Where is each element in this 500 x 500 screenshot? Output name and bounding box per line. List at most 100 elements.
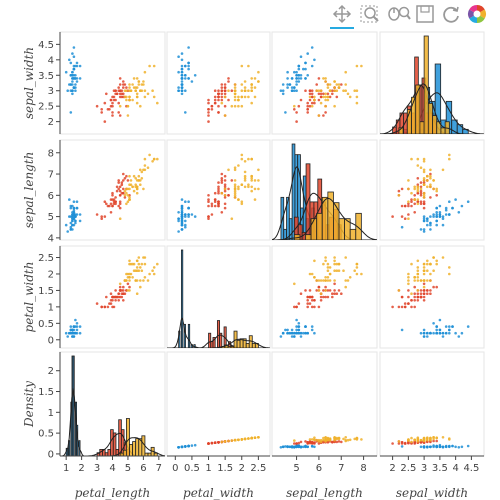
pan-tool-icon[interactable] [330, 3, 354, 29]
point-versicolor [322, 441, 325, 444]
x-tick-label: 2.5 [400, 463, 416, 474]
point-virginica [146, 279, 150, 282]
point-versicolor [319, 299, 323, 302]
point-versicolor [210, 104, 214, 108]
point-versicolor [319, 295, 323, 299]
point-versicolor [333, 292, 336, 296]
point-versicolor [317, 77, 321, 80]
point-setosa [422, 230, 426, 233]
x-tick-label: 5 [125, 463, 131, 474]
hist-bar-setosa [434, 63, 442, 134]
point-virginica [315, 438, 319, 442]
y-tick-label: 1 [48, 302, 54, 313]
point-versicolor [120, 191, 124, 195]
point-setosa [75, 206, 79, 210]
point-versicolor [100, 215, 103, 218]
reset-tool-icon[interactable] [440, 3, 462, 27]
point-versicolor [419, 185, 423, 189]
point-setosa [288, 83, 292, 86]
point-setosa [438, 331, 442, 335]
point-virginica [324, 259, 327, 263]
point-virginica [410, 292, 413, 296]
hist-bar-virginica [251, 342, 256, 348]
point-virginica [253, 77, 257, 80]
point-versicolor [122, 289, 125, 292]
x-tick-label: 1 [63, 463, 69, 474]
point-virginica [422, 196, 426, 199]
point-versicolor [207, 194, 210, 197]
point-setosa [448, 331, 451, 335]
point-setosa [444, 206, 448, 210]
point-virginica [328, 272, 332, 276]
point-versicolor [111, 198, 114, 201]
point-virginica [253, 436, 257, 440]
point-versicolor [220, 92, 224, 96]
point-setosa [429, 445, 432, 449]
point-virginica [344, 439, 348, 443]
point-virginica [128, 86, 131, 89]
point-virginica [317, 289, 321, 292]
point-setosa [310, 64, 314, 68]
point-virginica [156, 101, 159, 105]
point-versicolor [207, 215, 210, 218]
point-virginica [422, 160, 426, 163]
point-virginica [313, 98, 316, 102]
point-setosa [451, 206, 454, 210]
box-zoom-tool-icon[interactable] [358, 3, 382, 27]
point-setosa [64, 70, 68, 74]
point-virginica [353, 89, 357, 92]
point-versicolor [306, 104, 310, 108]
wheel-zoom-tool-icon[interactable] [386, 3, 412, 27]
point-virginica [429, 177, 432, 180]
plot-toolbar [0, 0, 500, 30]
point-setosa [438, 443, 442, 447]
point-setosa [187, 61, 190, 65]
point-versicolor [322, 114, 325, 117]
point-versicolor [207, 198, 210, 201]
x-tick-label: 0 [172, 463, 178, 474]
point-setosa [299, 446, 303, 449]
x-tick-label: 2 [389, 463, 395, 474]
point-virginica [152, 64, 156, 68]
point-virginica [152, 95, 156, 99]
point-versicolor [304, 89, 307, 92]
point-setosa [293, 446, 296, 449]
point-virginica [240, 438, 244, 441]
save-tool-icon[interactable] [414, 3, 436, 27]
point-setosa [286, 86, 289, 89]
point-setosa [75, 80, 79, 83]
point-versicolor [220, 95, 224, 99]
point-versicolor [213, 200, 217, 203]
point-versicolor [413, 305, 417, 309]
point-virginica [333, 104, 336, 108]
point-virginica [426, 174, 429, 178]
y-tick-label: 2 [48, 269, 54, 280]
point-virginica [250, 189, 253, 193]
point-versicolor [419, 292, 423, 296]
point-versicolor [120, 292, 124, 296]
point-versicolor [293, 108, 296, 111]
point-versicolor [308, 98, 312, 102]
point-virginica [419, 166, 423, 169]
bokeh-logo[interactable] [466, 3, 488, 27]
point-versicolor [295, 111, 298, 114]
point-versicolor [120, 89, 124, 92]
point-virginica [253, 187, 257, 191]
point-virginica [135, 95, 139, 99]
x-axis-label: sepal_width [396, 486, 468, 500]
point-versicolor [310, 295, 314, 299]
point-versicolor [416, 191, 420, 195]
point-virginica [293, 282, 296, 286]
kde-line-versicolor [167, 334, 270, 348]
point-virginica [407, 282, 410, 286]
point-setosa [279, 446, 283, 449]
point-versicolor [429, 196, 432, 199]
point-virginica [322, 279, 325, 282]
point-setosa [304, 67, 307, 71]
point-virginica [353, 269, 357, 273]
point-virginica [355, 95, 359, 99]
point-setosa [74, 83, 77, 86]
point-virginica [250, 185, 253, 189]
panel-r3c1 [177, 436, 260, 449]
point-setosa [180, 213, 184, 216]
